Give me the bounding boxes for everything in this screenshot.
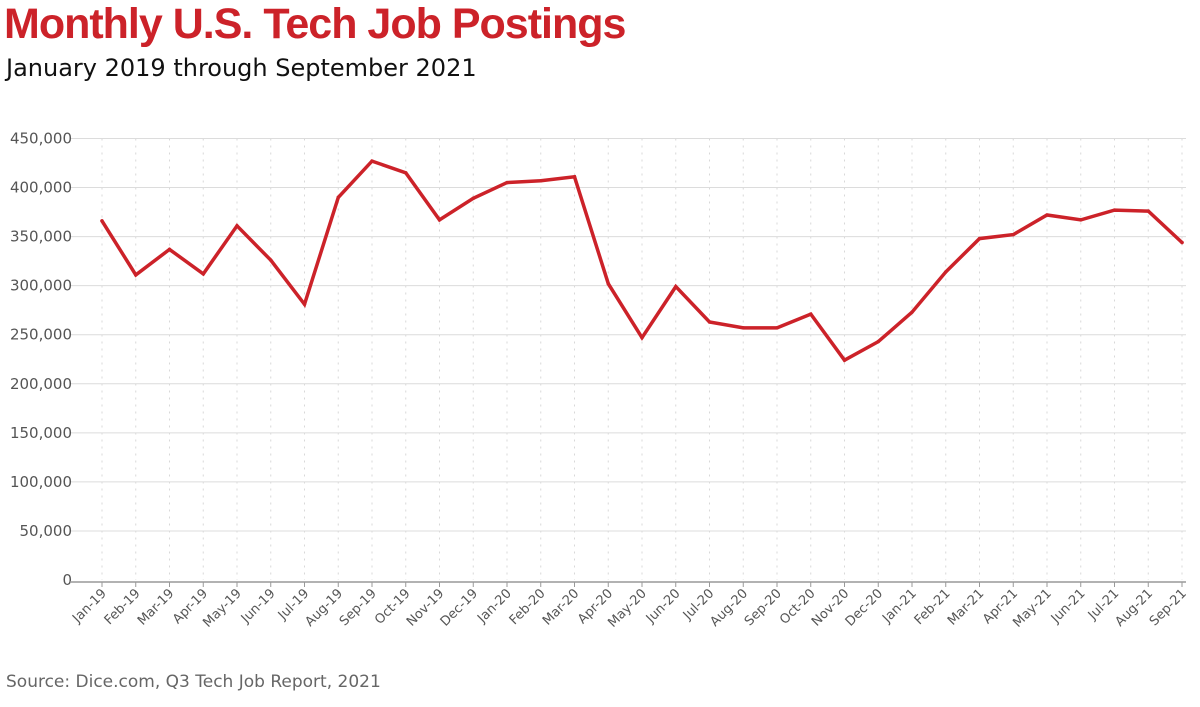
data-point — [572, 175, 577, 179]
data-point — [167, 247, 172, 252]
x-tick-label: Feb-21 — [912, 586, 954, 628]
data-point — [842, 358, 847, 362]
data-point — [1180, 240, 1184, 245]
data-point — [1146, 209, 1150, 213]
y-tick-label: 350,000 — [10, 228, 72, 246]
data-point — [1079, 218, 1083, 222]
data-point — [201, 272, 205, 276]
y-tick-label: 400,000 — [10, 179, 72, 197]
x-tick-label: Sep-21 — [1147, 586, 1190, 629]
y-tick-label: 250,000 — [10, 326, 72, 344]
data-point — [606, 282, 610, 286]
data-point — [775, 326, 779, 330]
chart-subtitle: January 2019 through September 2021 — [6, 54, 477, 82]
data-point — [944, 270, 948, 274]
data-point — [370, 159, 374, 163]
data-point — [876, 339, 880, 344]
y-tick-label: 0 — [62, 571, 72, 589]
data-point — [674, 284, 678, 289]
x-tick-label: Sep-19 — [337, 586, 380, 629]
x-tick-label: Jun-21 — [1048, 586, 1089, 627]
data-point — [809, 312, 813, 316]
x-tick-label: Dec-19 — [438, 586, 481, 629]
x-tick-label: Mar-20 — [540, 586, 582, 628]
x-tick-label: Aug-21 — [1113, 586, 1157, 630]
data-point — [336, 195, 340, 200]
data-point — [471, 196, 475, 201]
data-point — [1011, 232, 1015, 237]
x-tick-label: Jun-20 — [643, 586, 684, 627]
y-tick-label: 450,000 — [10, 130, 72, 148]
data-point — [302, 302, 307, 307]
data-point — [505, 180, 509, 185]
x-tick-label: Sep-20 — [742, 586, 785, 629]
data-point — [134, 273, 138, 277]
data-point — [404, 171, 408, 175]
data-point — [741, 326, 745, 330]
series-line — [100, 159, 1184, 363]
x-tick-label: Aug-20 — [708, 586, 752, 630]
x-tick-label: Mar-21 — [945, 586, 987, 628]
data-point — [539, 178, 543, 183]
chart-title: Monthly U.S. Tech Job Postings — [4, 0, 626, 48]
data-point — [235, 224, 239, 228]
x-tick-label: Feb-19 — [102, 586, 144, 628]
data-point — [269, 258, 273, 262]
data-point — [910, 310, 914, 314]
x-tick-label: Jun-19 — [238, 586, 279, 627]
data-point — [1112, 208, 1117, 212]
source-note: Source: Dice.com, Q3 Tech Job Report, 20… — [6, 672, 381, 692]
y-tick-label: 100,000 — [10, 473, 72, 491]
data-point — [707, 320, 712, 324]
x-tick-label: Feb-20 — [507, 586, 549, 628]
x-tick-label: Mar-19 — [135, 586, 177, 628]
y-tick-label: 50,000 — [20, 522, 73, 540]
data-point — [977, 236, 982, 241]
data-point — [640, 335, 644, 340]
x-tick-label: Aug-19 — [303, 586, 347, 630]
y-tick-label: 150,000 — [10, 424, 72, 442]
y-tick-label: 200,000 — [10, 375, 72, 393]
data-point — [437, 218, 442, 222]
y-tick-label: 300,000 — [10, 277, 72, 295]
data-point — [1045, 213, 1049, 217]
x-tick-label: Dec-20 — [843, 586, 886, 629]
data-point — [100, 219, 104, 223]
